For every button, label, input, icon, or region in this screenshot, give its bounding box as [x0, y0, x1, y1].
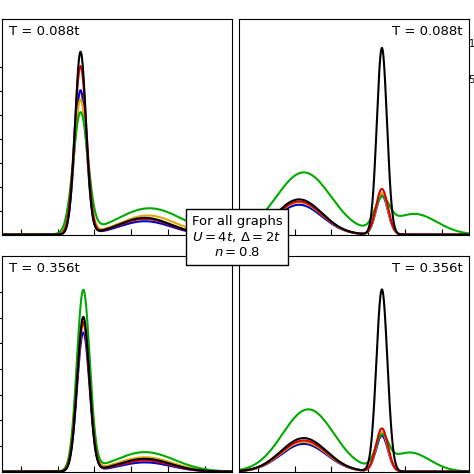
Text: T = 0.356t: T = 0.356t	[9, 263, 80, 275]
Text: T = 0.088t: T = 0.088t	[392, 26, 462, 38]
Text: T = 0.356t: T = 0.356t	[392, 263, 462, 275]
Text: For all graphs
$U = 4t$, $\Delta = 2t$
$n = 0.8$: For all graphs $U = 4t$, $\Delta = 2t$ $…	[191, 215, 283, 259]
Legend: Without PG, Commensurate, $\xi^{-1}$ = 0.1, SF, $\xi^{-1}$ = 0.5, Commensurate, : Without PG, Commensurate, $\xi^{-1}$ = 0…	[321, 20, 474, 109]
Text: T = 0.088t: T = 0.088t	[9, 26, 80, 38]
